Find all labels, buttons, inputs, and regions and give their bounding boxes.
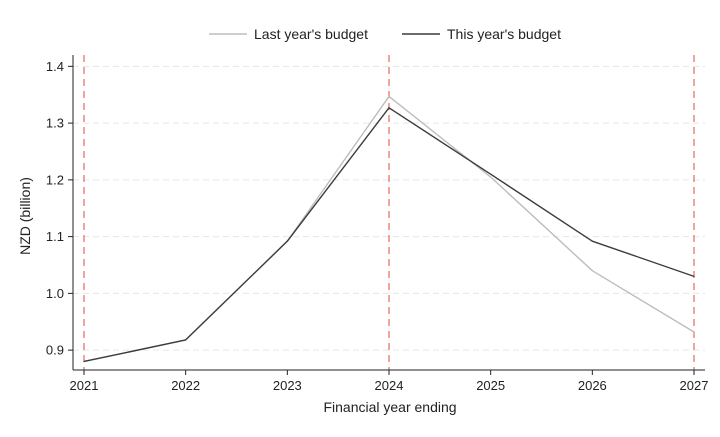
data-point-0-3: [388, 95, 390, 98]
data-point-1-1: [185, 339, 187, 341]
axes: 0.9 1.0 1.1 1.2 1.3 1.4 2021 2022 2023 2024 2025 20…: [46, 55, 709, 393]
series-lines: [83, 95, 695, 363]
x-axis-title: Financial year ending: [323, 399, 456, 415]
x-tick-label-1: 2022: [171, 378, 200, 393]
legend: Last year's budget This year's budget: [209, 26, 561, 42]
y-tick-label-0: 0.9: [46, 343, 64, 358]
y-tick-label-4: 1.3: [46, 116, 64, 131]
data-point-1-2: [286, 240, 288, 242]
data-point-1-0: [83, 360, 85, 363]
y-tick-label-3: 1.2: [46, 172, 64, 187]
y-tick-label-1: 1.0: [46, 286, 64, 301]
reference-lines: [83, 55, 695, 370]
data-point-1-4: [490, 173, 492, 175]
data-point-1-3: [388, 107, 390, 109]
y-tick-label-2: 1.1: [46, 229, 64, 244]
data-point-0-4: [490, 176, 492, 178]
data-point-1-5: [591, 240, 593, 242]
legend-label-0: Last year's budget: [254, 26, 368, 42]
x-tick-label-4: 2025: [476, 378, 505, 393]
x-tick-label-3: 2024: [375, 378, 404, 393]
y-axis-title: NZD (billion): [17, 177, 33, 255]
data-point-0-5: [591, 270, 593, 272]
x-tick-label-0: 2021: [70, 378, 99, 393]
data-point-0-6: [693, 331, 695, 333]
data-point-1-6: [693, 275, 695, 277]
x-tick-label-5: 2026: [578, 378, 607, 393]
legend-label-1: This year's budget: [447, 26, 561, 42]
x-tick-label-2: 2023: [273, 378, 302, 393]
x-tick-label-6: 2027: [680, 378, 709, 393]
y-tick-label-5: 1.4: [46, 59, 64, 74]
